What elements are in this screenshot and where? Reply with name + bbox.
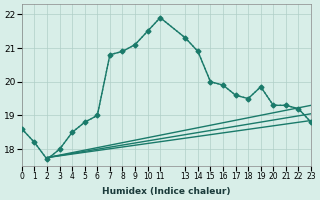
X-axis label: Humidex (Indice chaleur): Humidex (Indice chaleur): [102, 187, 231, 196]
